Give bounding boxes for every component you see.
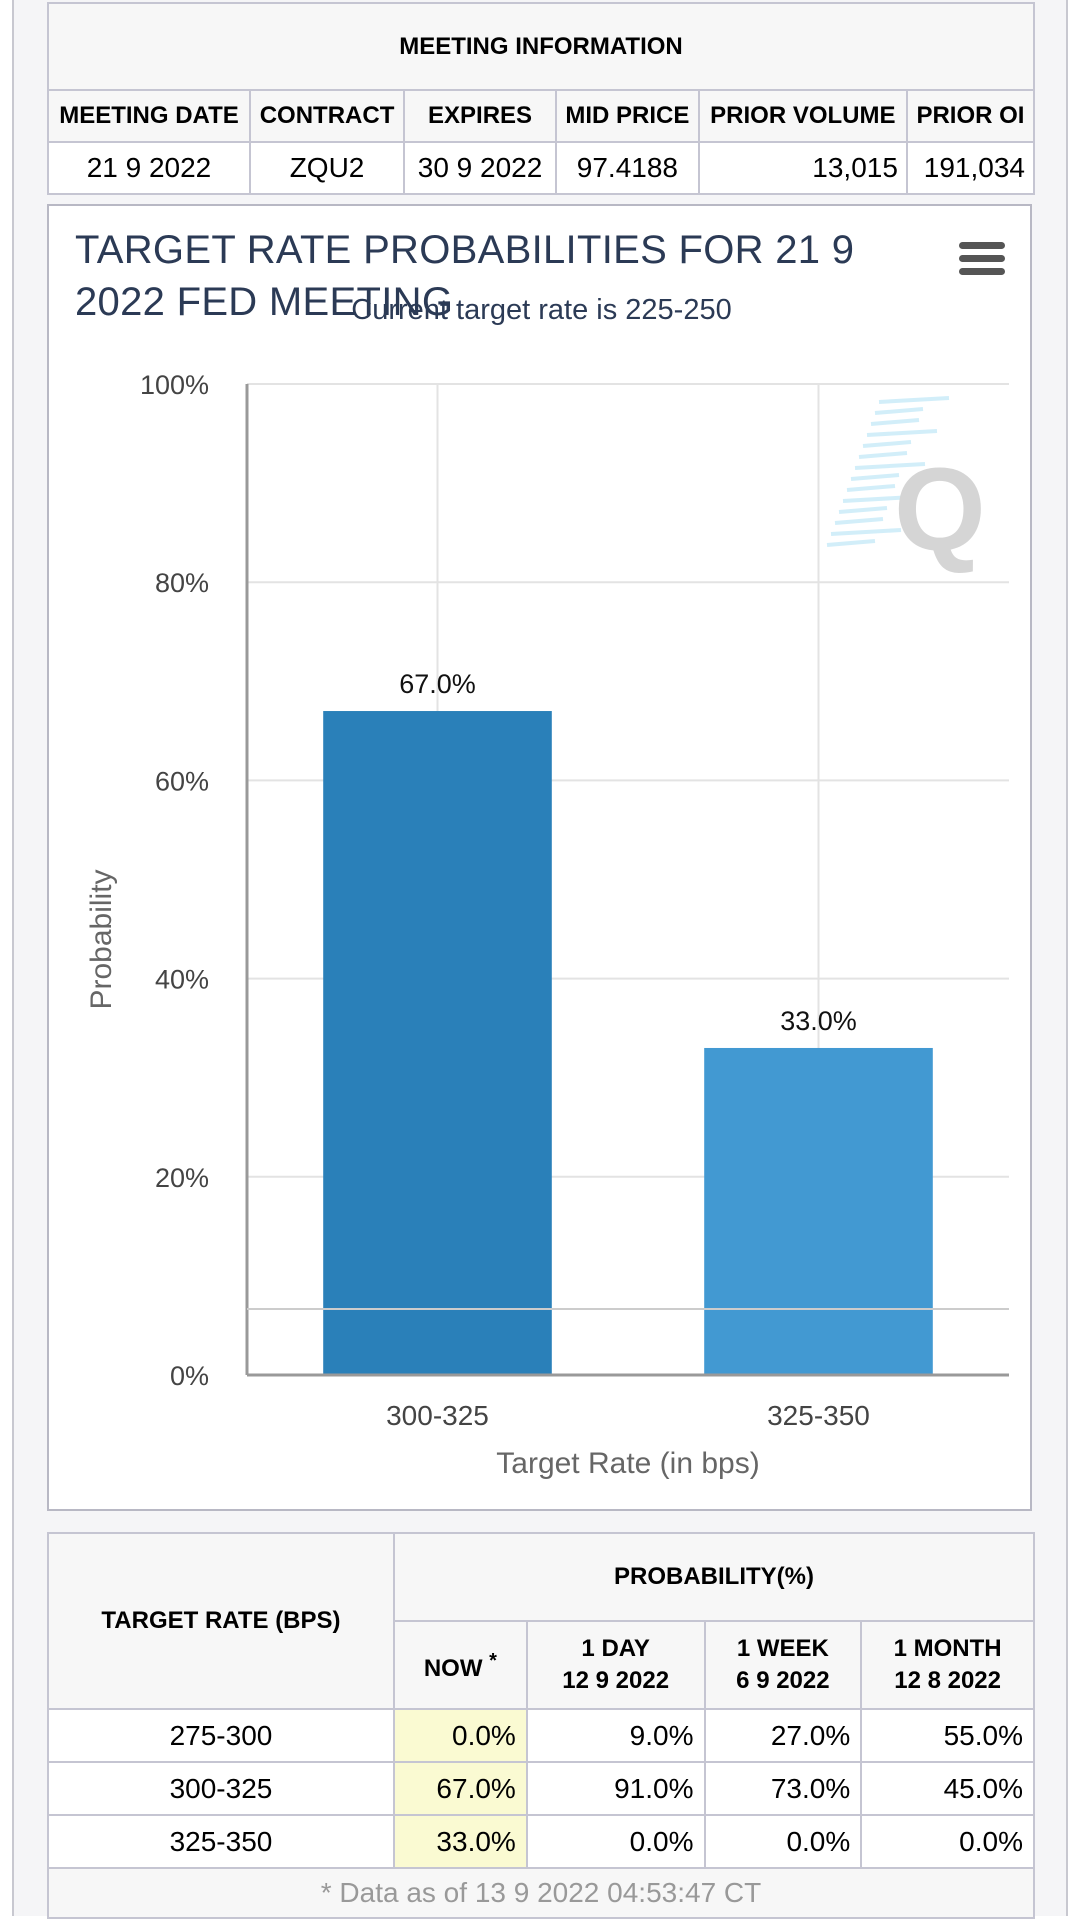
table-row: 275-300 0.0% 9.0% 27.0% 55.0%: [47, 1708, 1035, 1763]
meeting-date-value: 21 9 2022: [47, 141, 251, 195]
header-target-rate: TARGET RATE (BPS): [47, 1532, 395, 1710]
now-cell: 33.0%: [392, 1814, 528, 1869]
mid-price-value: 97.4188: [555, 141, 700, 195]
expires-value: 30 9 2022: [403, 141, 557, 195]
bar-data-label: 67.0%: [399, 669, 476, 699]
chart-subtitle: Current target rate is 225-250: [351, 294, 732, 326]
x-axis-title: Target Rate (in bps): [496, 1447, 759, 1480]
bar: [323, 711, 552, 1375]
bar: [704, 1047, 933, 1375]
contract-value: ZQU2: [248, 141, 406, 195]
day-cell: 91.0%: [525, 1761, 706, 1816]
chart-title: TARGET RATE PROBABILITIES FOR 21 9 2022 …: [75, 228, 855, 324]
now-cell: 67.0%: [392, 1761, 528, 1816]
header-contract: CONTRACT: [248, 89, 406, 143]
rate-cell: 275-300: [47, 1708, 395, 1763]
hamburger-menu-icon[interactable]: [959, 242, 1005, 280]
header-1-month: 1 MONTH 12 8 2022: [860, 1620, 1035, 1710]
y-tick-label: 0%: [170, 1361, 209, 1391]
header-expires: EXPIRES: [403, 89, 557, 143]
svg-text:Q: Q: [894, 444, 986, 576]
x-tick-label: 300-325: [386, 1400, 489, 1431]
header-probability: PROBABILITY(%): [392, 1532, 1036, 1622]
week-cell: 0.0%: [703, 1814, 863, 1869]
month-cell: 55.0%: [860, 1708, 1035, 1763]
day-cell: 0.0%: [525, 1814, 706, 1869]
y-tick-label: 100%: [140, 370, 209, 400]
prior-volume-value: 13,015: [697, 141, 908, 195]
day-cell: 9.0%: [525, 1708, 706, 1763]
rate-cell: 300-325: [47, 1761, 395, 1816]
month-cell: 0.0%: [860, 1814, 1035, 1869]
header-now: NOW *: [392, 1620, 528, 1710]
bar-chart: Q 0% 20% 40% 60% 80% 100% 67.0% 300-325 33.0% 325-…: [85, 370, 1009, 1480]
q-logo-icon: Q: [826, 396, 986, 576]
y-tick-label: 60%: [155, 766, 209, 796]
y-tick-label: 40%: [155, 965, 209, 995]
header-prior-oi: PRIOR OI: [905, 89, 1036, 143]
month-cell: 45.0%: [860, 1761, 1035, 1816]
rate-cell: 325-350: [47, 1814, 395, 1869]
bar-data-label: 33.0%: [780, 1006, 857, 1036]
chart-panel: Q 0% 20% 40% 60% 80% 100% 67.0% 300-325 33.0% 325-…: [47, 204, 1032, 1511]
table-row: 325-350 33.0% 0.0% 0.0% 0.0%: [47, 1814, 1035, 1869]
now-cell: 0.0%: [392, 1708, 528, 1763]
header-1-day: 1 DAY 12 9 2022: [525, 1620, 706, 1710]
probability-table: TARGET RATE (BPS) PROBABILITY(%) NOW * 1…: [47, 1532, 1036, 1919]
y-tick-label: 80%: [155, 568, 209, 598]
x-tick-label: 325-350: [767, 1400, 870, 1431]
prior-oi-value: 191,034: [905, 141, 1036, 195]
week-cell: 73.0%: [703, 1761, 863, 1816]
y-axis-title: Probability: [85, 869, 118, 1009]
header-1-week: 1 WEEK 6 9 2022: [703, 1620, 863, 1710]
table-row: 300-325 67.0% 91.0% 73.0% 45.0%: [47, 1761, 1035, 1816]
week-cell: 27.0%: [703, 1708, 863, 1763]
header-meeting-date: MEETING DATE: [47, 89, 251, 143]
meeting-info-title: MEETING INFORMATION: [47, 2, 1035, 91]
data-timestamp-footnote: * Data as of 13 9 2022 04:53:47 CT: [47, 1867, 1035, 1919]
header-mid-price: MID PRICE: [555, 89, 700, 143]
meeting-info-table: MEETING INFORMATION MEETING DATE CONTRAC…: [47, 2, 1036, 195]
header-prior-volume: PRIOR VOLUME: [697, 89, 908, 143]
y-tick-label: 20%: [155, 1163, 209, 1193]
